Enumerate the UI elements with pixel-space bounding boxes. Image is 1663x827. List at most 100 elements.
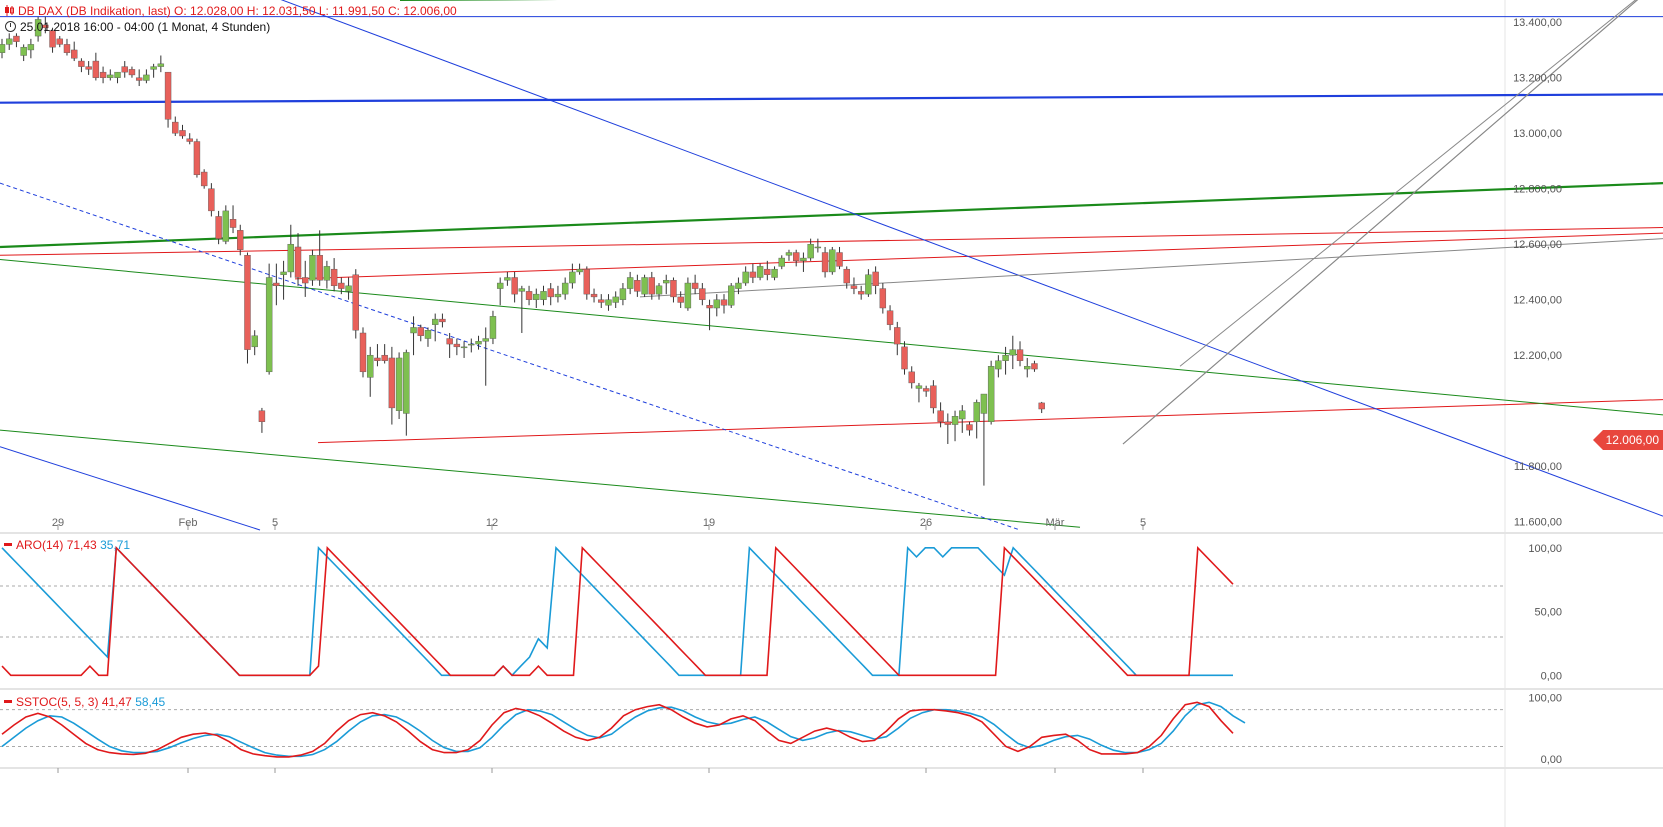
candle xyxy=(388,346,396,425)
candle xyxy=(316,230,323,286)
candle-body xyxy=(294,246,302,278)
candle xyxy=(576,263,583,275)
candle-body xyxy=(352,274,359,331)
candle xyxy=(453,338,461,356)
sstoc-d-value: 58,45 xyxy=(135,695,166,709)
candle xyxy=(677,291,684,309)
candle-body xyxy=(475,341,482,345)
candle xyxy=(735,277,742,295)
candle xyxy=(720,294,728,314)
aroon-legend-marker xyxy=(4,543,12,546)
candle xyxy=(821,246,829,278)
candle-body xyxy=(742,271,749,284)
candle-body xyxy=(381,354,388,361)
candle-body xyxy=(157,63,165,67)
candle xyxy=(785,249,793,261)
candle xyxy=(143,69,150,84)
candle xyxy=(330,258,338,292)
trend-line xyxy=(0,227,1663,256)
candle-body xyxy=(34,19,42,37)
candle-body xyxy=(937,410,944,422)
candle-body xyxy=(229,219,237,228)
candle xyxy=(121,61,128,78)
candle-body xyxy=(27,44,35,51)
candle-body xyxy=(626,277,634,289)
candle-body xyxy=(496,282,504,289)
sstoc-axis-tick-label: 0,00 xyxy=(1541,754,1562,766)
candle-body xyxy=(756,266,764,278)
candle xyxy=(612,291,619,309)
candle xyxy=(157,55,165,73)
candle xyxy=(410,316,417,356)
candle-body xyxy=(49,30,56,48)
candle-body xyxy=(56,38,63,45)
candle-body xyxy=(821,252,829,273)
sstoc-k-value: 41,47 xyxy=(101,695,132,709)
candle xyxy=(540,285,547,306)
candle-body xyxy=(107,74,114,78)
candle-body xyxy=(417,327,424,336)
price-axis-tick-label: 13.000,00 xyxy=(1513,128,1562,140)
candle xyxy=(251,330,258,356)
candle-body xyxy=(258,410,266,422)
candle-body xyxy=(547,288,554,298)
aroon-up-value: 71,43 xyxy=(66,538,97,552)
candle-body xyxy=(525,291,533,300)
aroon-down-value: 35,71 xyxy=(100,538,131,552)
candle xyxy=(937,402,944,428)
price-axis-tick-label: 12.200,00 xyxy=(1513,350,1562,362)
candle-body xyxy=(785,252,793,256)
candle-body xyxy=(807,243,814,259)
candle xyxy=(915,382,923,403)
candle xyxy=(42,16,49,34)
candle-body xyxy=(836,252,843,267)
candle-body xyxy=(793,252,800,262)
candle xyxy=(966,421,973,436)
candle-body xyxy=(735,282,742,289)
candle-body xyxy=(273,282,280,287)
candle xyxy=(359,327,367,378)
candle-body xyxy=(677,296,684,303)
candle xyxy=(489,310,497,345)
candle xyxy=(92,52,100,81)
candle xyxy=(901,341,908,375)
candle-body xyxy=(908,371,915,384)
x-axis-tick-label: 26 xyxy=(920,517,932,529)
candle xyxy=(1016,341,1024,367)
candle-body xyxy=(504,277,511,281)
candle xyxy=(1002,346,1009,375)
candle-body xyxy=(966,424,973,431)
candle xyxy=(237,224,244,256)
instrument-ohlc-text: DB DAX (DB Indikation, last) O: 12.028,0… xyxy=(18,4,457,18)
candle xyxy=(1031,360,1038,372)
candle-body xyxy=(316,255,323,281)
candle xyxy=(78,58,85,73)
trend-line xyxy=(1122,0,1639,445)
aroon-axis-tick-label: 50,00 xyxy=(1534,607,1562,619)
candle-body xyxy=(576,268,583,273)
candle xyxy=(114,71,121,84)
candle xyxy=(496,277,504,306)
candle xyxy=(374,344,381,367)
aroon-label: ARO(14) xyxy=(16,538,64,552)
candle xyxy=(367,346,374,397)
candle-body xyxy=(583,268,591,295)
candle-body xyxy=(857,291,865,295)
aroon-up-line xyxy=(1,545,1234,677)
candle-body xyxy=(150,66,157,70)
candle xyxy=(258,407,266,433)
candle xyxy=(265,263,273,375)
candle-body xyxy=(265,277,273,373)
candle-body xyxy=(78,60,85,67)
candle-body xyxy=(691,282,699,289)
sstoc-label: SSTOC(5, 5, 3) xyxy=(16,695,99,709)
sstoc-legend-marker xyxy=(4,700,12,703)
candle xyxy=(865,269,872,297)
candle-body xyxy=(244,255,251,350)
sstoc-d-line xyxy=(1,701,1246,758)
candle xyxy=(951,410,959,442)
candle xyxy=(468,338,475,353)
candle-body xyxy=(374,357,381,361)
candle xyxy=(511,271,518,303)
